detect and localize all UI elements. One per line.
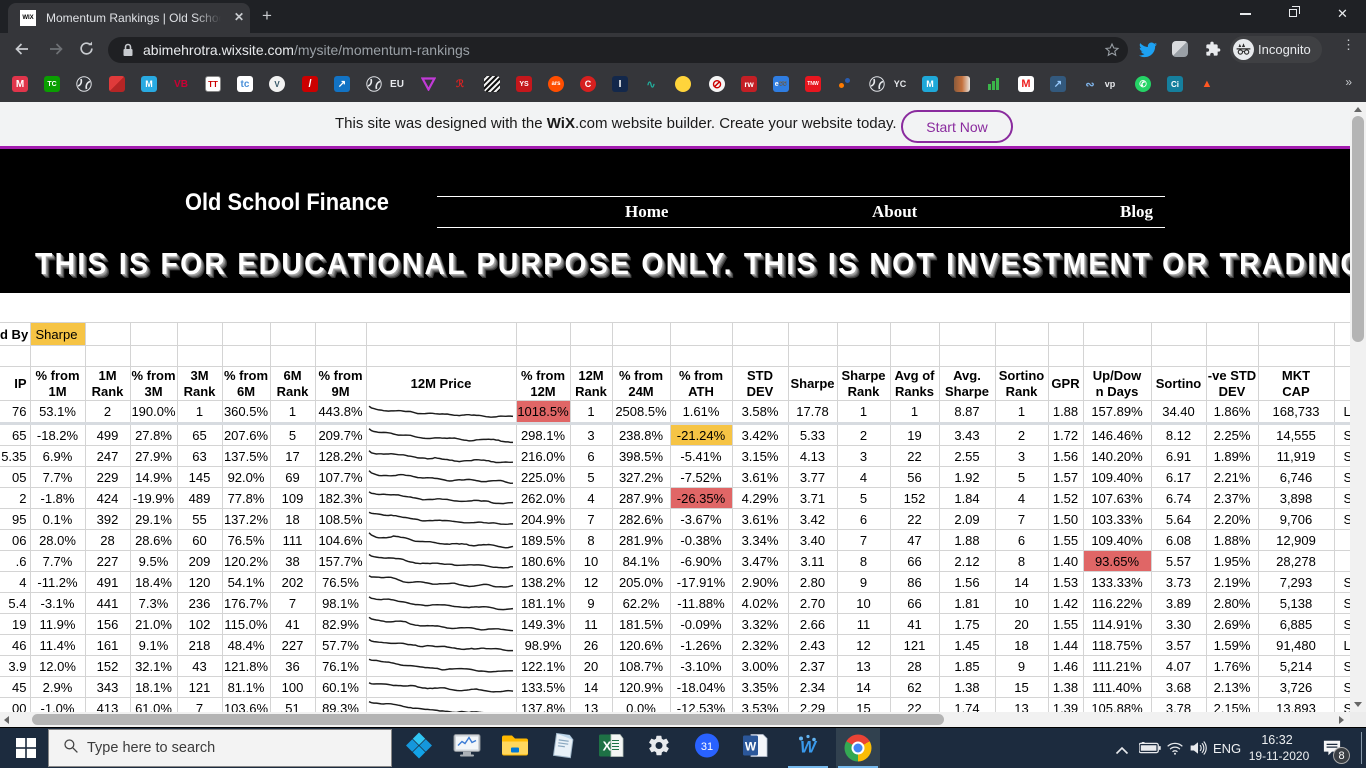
svg-text:X: X xyxy=(603,739,612,754)
svg-text:31: 31 xyxy=(701,741,713,753)
svg-text:W: W xyxy=(745,740,757,754)
svg-text:W: W xyxy=(800,738,818,757)
